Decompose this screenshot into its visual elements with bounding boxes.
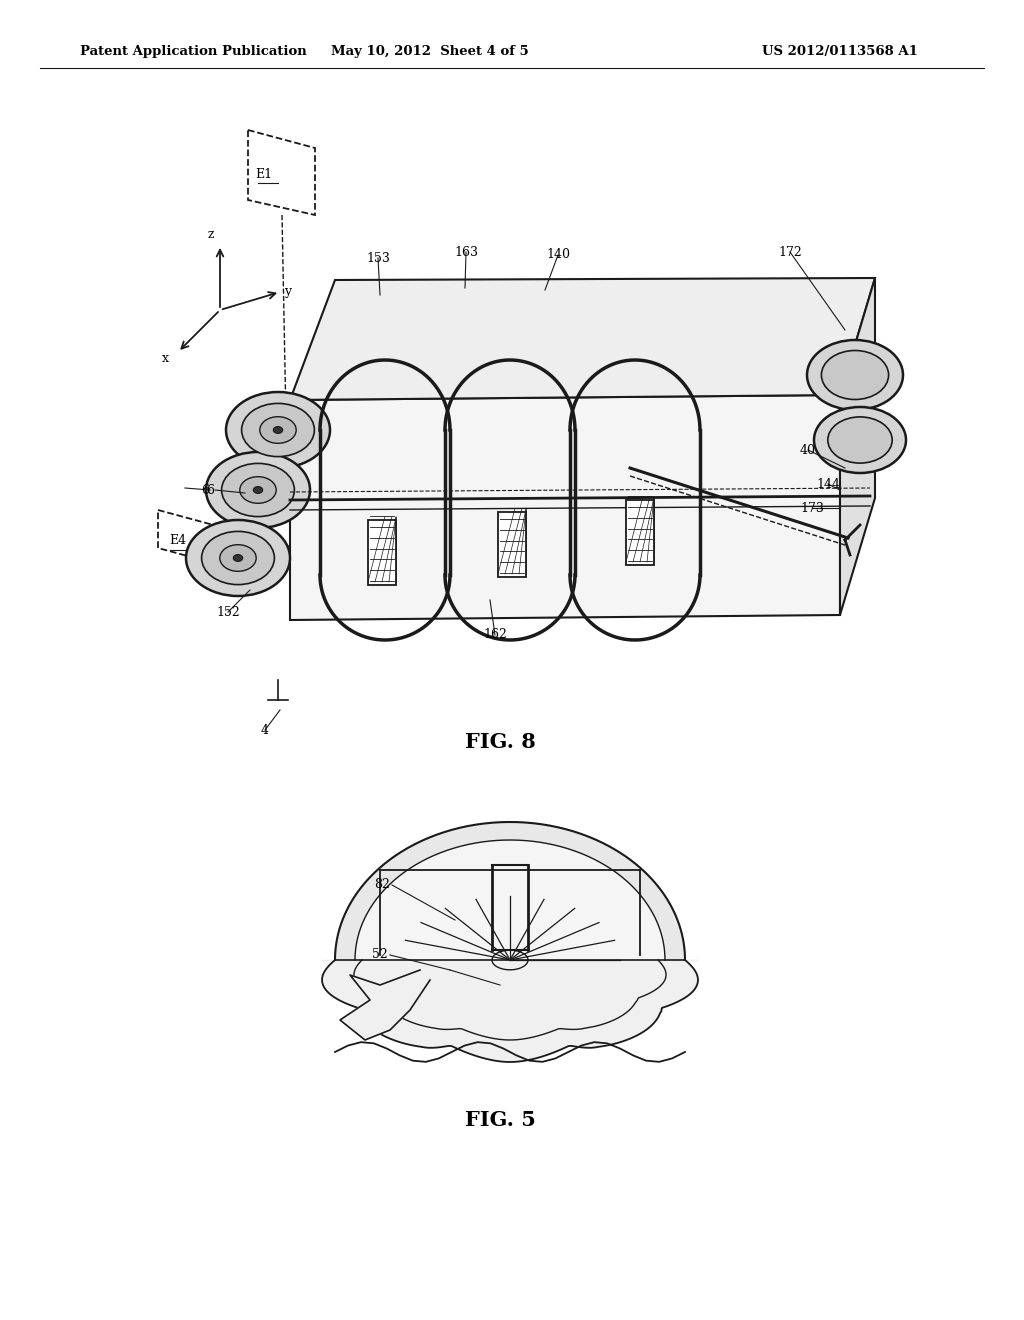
Ellipse shape <box>186 520 290 597</box>
Text: 144: 144 <box>816 478 840 491</box>
Text: 153: 153 <box>366 252 390 264</box>
Ellipse shape <box>220 545 256 572</box>
Ellipse shape <box>253 487 263 494</box>
Polygon shape <box>290 279 874 400</box>
Ellipse shape <box>202 532 274 585</box>
Ellipse shape <box>233 554 243 561</box>
Bar <box>368 520 396 585</box>
Bar <box>626 500 654 565</box>
Ellipse shape <box>221 463 295 516</box>
Text: 4: 4 <box>261 723 269 737</box>
Text: 140: 140 <box>546 248 570 261</box>
Ellipse shape <box>814 407 906 473</box>
Ellipse shape <box>807 341 903 411</box>
Text: 82: 82 <box>374 879 390 891</box>
Text: y: y <box>284 285 291 298</box>
Text: 6: 6 <box>201 483 209 496</box>
Text: May 10, 2012  Sheet 4 of 5: May 10, 2012 Sheet 4 of 5 <box>331 45 528 58</box>
Text: E4: E4 <box>169 535 186 548</box>
Polygon shape <box>840 279 874 615</box>
Text: x: x <box>162 351 169 364</box>
Ellipse shape <box>273 426 283 433</box>
Text: 40: 40 <box>800 444 816 457</box>
Bar <box>498 512 526 577</box>
Ellipse shape <box>226 392 330 469</box>
Text: Patent Application Publication: Patent Application Publication <box>80 45 307 58</box>
Text: US 2012/0113568 A1: US 2012/0113568 A1 <box>762 45 918 58</box>
Ellipse shape <box>206 451 310 528</box>
Text: z: z <box>208 228 214 242</box>
Text: FIG. 5: FIG. 5 <box>465 1110 536 1130</box>
Text: 173: 173 <box>800 502 824 515</box>
Polygon shape <box>340 970 430 1040</box>
Text: 172: 172 <box>778 246 802 259</box>
Text: 163: 163 <box>454 246 478 259</box>
Text: FIG. 8: FIG. 8 <box>465 733 536 752</box>
Polygon shape <box>290 395 840 620</box>
Text: 162: 162 <box>483 628 507 642</box>
Ellipse shape <box>827 417 892 463</box>
Text: 52: 52 <box>373 949 388 961</box>
Text: E1: E1 <box>255 169 272 181</box>
Polygon shape <box>335 822 685 960</box>
Ellipse shape <box>242 404 314 457</box>
Text: 152: 152 <box>216 606 240 619</box>
Polygon shape <box>335 822 685 960</box>
Ellipse shape <box>240 477 276 503</box>
Ellipse shape <box>260 417 296 444</box>
Ellipse shape <box>821 351 889 400</box>
Text: 6: 6 <box>206 483 214 496</box>
